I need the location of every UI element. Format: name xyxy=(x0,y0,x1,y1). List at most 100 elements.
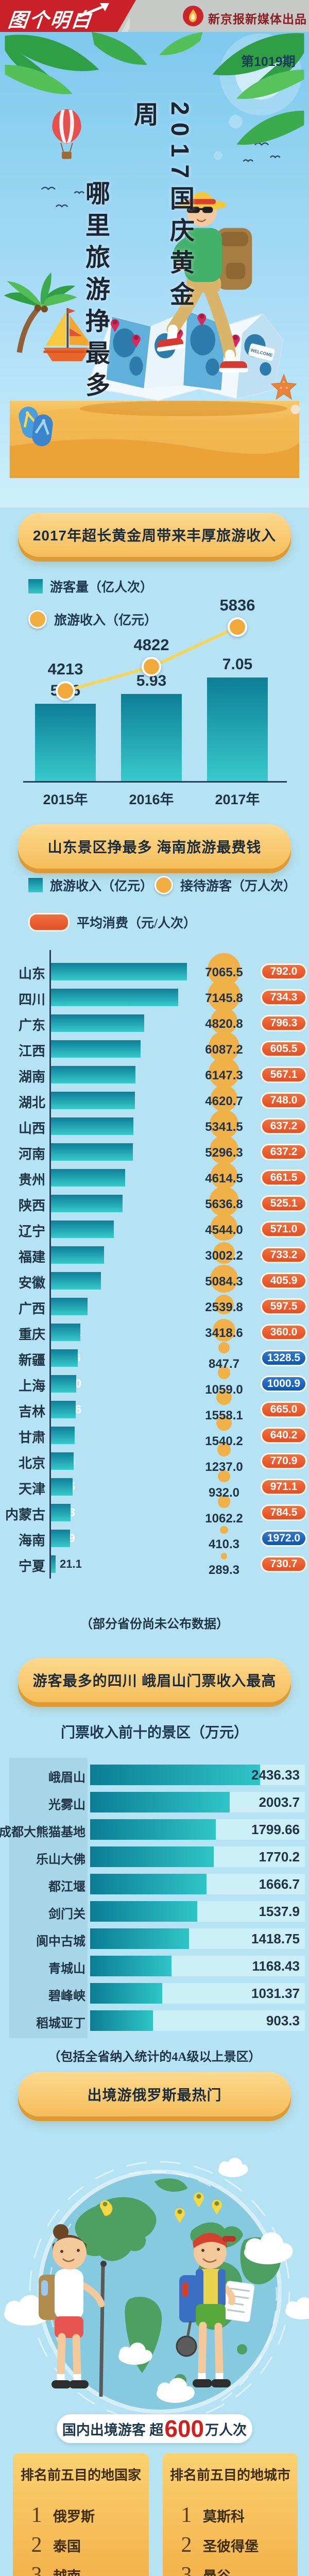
province-label: 湖北 xyxy=(18,1095,45,1110)
section3-footnote: （包括全省纳入统计的4A级以上景区） xyxy=(48,2050,261,2064)
visitors-value: 1540.2 xyxy=(205,1434,243,1448)
visitors-circle xyxy=(216,1389,232,1405)
visitors-value: 932.0 xyxy=(208,1486,240,1500)
bar-2016年 xyxy=(121,694,182,782)
bar-value: 7.05 xyxy=(222,656,253,673)
income-value: 21.1 xyxy=(60,1557,82,1570)
province-label: 天津 xyxy=(18,1481,45,1497)
income-bar xyxy=(50,1349,78,1367)
visitors-circle xyxy=(218,1470,230,1482)
section2-title: 山东景区挣最多 海南旅游最费钱 xyxy=(47,839,262,855)
avg-spend-pill: 730.7 xyxy=(261,1556,307,1572)
income-bar xyxy=(50,1169,125,1187)
hero-section: WELCOME xyxy=(0,32,309,507)
ticket-value: 1770.2 xyxy=(259,1849,300,1865)
palm-tree-icon xyxy=(4,272,78,353)
province-label: 重庆 xyxy=(18,1327,45,1342)
avg-spend-pill: 796.3 xyxy=(261,1015,307,1031)
visitors-value: 6147.3 xyxy=(205,1069,243,1082)
rank-number: 3 xyxy=(31,2563,42,2576)
income-bar xyxy=(50,1246,104,1264)
rank-name: 圣彼得堡 xyxy=(203,2538,259,2554)
province-label: 新疆 xyxy=(18,1352,45,1368)
chart3-title: 门票收入前十的景区（万元） xyxy=(60,1724,248,1740)
country-rank-item: 1 俄罗斯 xyxy=(29,2503,95,2528)
legend-prov-visitors: 接待游客（万人次） xyxy=(154,876,296,894)
province-label: 广东 xyxy=(18,1018,45,1033)
city-rank-item: 2 圣彼得堡 xyxy=(179,2533,259,2557)
visitors-circle xyxy=(211,1214,237,1241)
province-label: 辽宁 xyxy=(18,1224,45,1239)
ticket-value: 1666.7 xyxy=(259,1876,300,1892)
avg-spend-pill: 734.3 xyxy=(261,989,307,1006)
visitors-circle xyxy=(213,1242,235,1264)
province-label: 北京 xyxy=(18,1455,45,1471)
income-bar xyxy=(50,989,178,1006)
teal-square-swatch-icon xyxy=(28,579,43,594)
visitors-value: 6087.2 xyxy=(205,1043,243,1057)
income-bar xyxy=(50,1298,88,1315)
avg-spend-pill: 665.0 xyxy=(261,1401,307,1418)
section1-title-card: 2017年超长黄金周带来丰厚旅游收入 xyxy=(18,513,291,557)
section2-title-card: 山东景区挣最多 海南旅游最费钱 xyxy=(18,824,291,869)
shell-icon xyxy=(290,404,300,415)
income-bar xyxy=(50,1117,133,1135)
ticket-bar xyxy=(90,1928,189,1949)
visitors-circle xyxy=(207,978,241,1012)
backpacker-illustration xyxy=(176,2232,255,2387)
visitors-circle xyxy=(214,1294,234,1315)
ticket-value: 2003.7 xyxy=(259,1794,300,1810)
ticket-value: 1537.9 xyxy=(259,1904,300,1919)
visitors-circle xyxy=(217,1443,231,1456)
rank-name: 泰国 xyxy=(53,2538,81,2554)
income-bar xyxy=(50,1092,135,1109)
avg-spend-pill: 733.2 xyxy=(261,1247,307,1263)
province-label: 江西 xyxy=(18,1043,45,1059)
avg-spend-pill: 971.1 xyxy=(261,1479,307,1495)
visitors-value: 4620.7 xyxy=(205,1094,243,1108)
visitors-circle xyxy=(211,1162,237,1189)
palm-leaves-top xyxy=(5,32,304,145)
visitors-value: 289.3 xyxy=(208,1563,240,1577)
legend-revenue: 旅游收入（亿元） xyxy=(28,610,157,629)
province-label: 陕西 xyxy=(18,1198,45,1213)
visitors-circle xyxy=(216,1415,232,1431)
top-cities-panel: 排名前五目的地城市 1莫斯科2圣彼得堡3曼谷4芭提雅5新加坡城 xyxy=(163,2453,298,2576)
avg-spend-pill: 770.9 xyxy=(261,1453,307,1469)
ticket-bar xyxy=(90,2010,153,2031)
section2-footnote: （部分省份尚未公布数据） xyxy=(80,1618,229,1631)
avg-spend-pill: 597.5 xyxy=(261,1298,307,1315)
income-bar xyxy=(50,1221,114,1238)
province-label: 内蒙古 xyxy=(5,1507,45,1522)
province-label: 湖南 xyxy=(18,1069,45,1084)
visitors-circle xyxy=(210,1007,238,1035)
section1-title: 2017年超长黄金周带来丰厚旅游收入 xyxy=(32,528,277,544)
dot-value: 4213 xyxy=(47,660,83,678)
visitors-circle xyxy=(209,1057,239,1088)
ticket-value: 1031.37 xyxy=(251,1986,300,2001)
section4-title-card: 出境游俄罗斯最热门 xyxy=(18,2072,291,2116)
province-label: 甘肃 xyxy=(18,1430,45,1445)
income-bar xyxy=(50,1066,135,1083)
income-bar xyxy=(50,1401,76,1418)
ticket-value: 2436.33 xyxy=(251,1767,300,1783)
income-bar xyxy=(50,1040,141,1058)
visitors-value: 1558.1 xyxy=(205,1409,243,1422)
visitors-circle xyxy=(209,1031,239,1062)
ticket-value: 1168.43 xyxy=(252,1958,300,1974)
visitors-value: 847.7 xyxy=(208,1357,240,1371)
chart3-label-band xyxy=(9,1758,88,2038)
visitors-value: 2539.8 xyxy=(205,1300,243,1314)
revenue-line xyxy=(64,625,239,692)
ticket-bar xyxy=(90,1792,230,1812)
revenue-dot xyxy=(228,617,247,637)
sunglasses-icon xyxy=(186,207,213,213)
country-rank-item: 2 泰国 xyxy=(29,2533,81,2557)
chart2-y-axis xyxy=(49,950,51,1579)
avg-spend-pill: 571.0 xyxy=(261,1221,307,1238)
orange-dot-swatch-icon xyxy=(28,610,47,629)
masthead-red-banner xyxy=(0,0,136,32)
publisher-label: 新京报新媒体出品 xyxy=(208,12,307,26)
income-bar xyxy=(50,1427,75,1444)
